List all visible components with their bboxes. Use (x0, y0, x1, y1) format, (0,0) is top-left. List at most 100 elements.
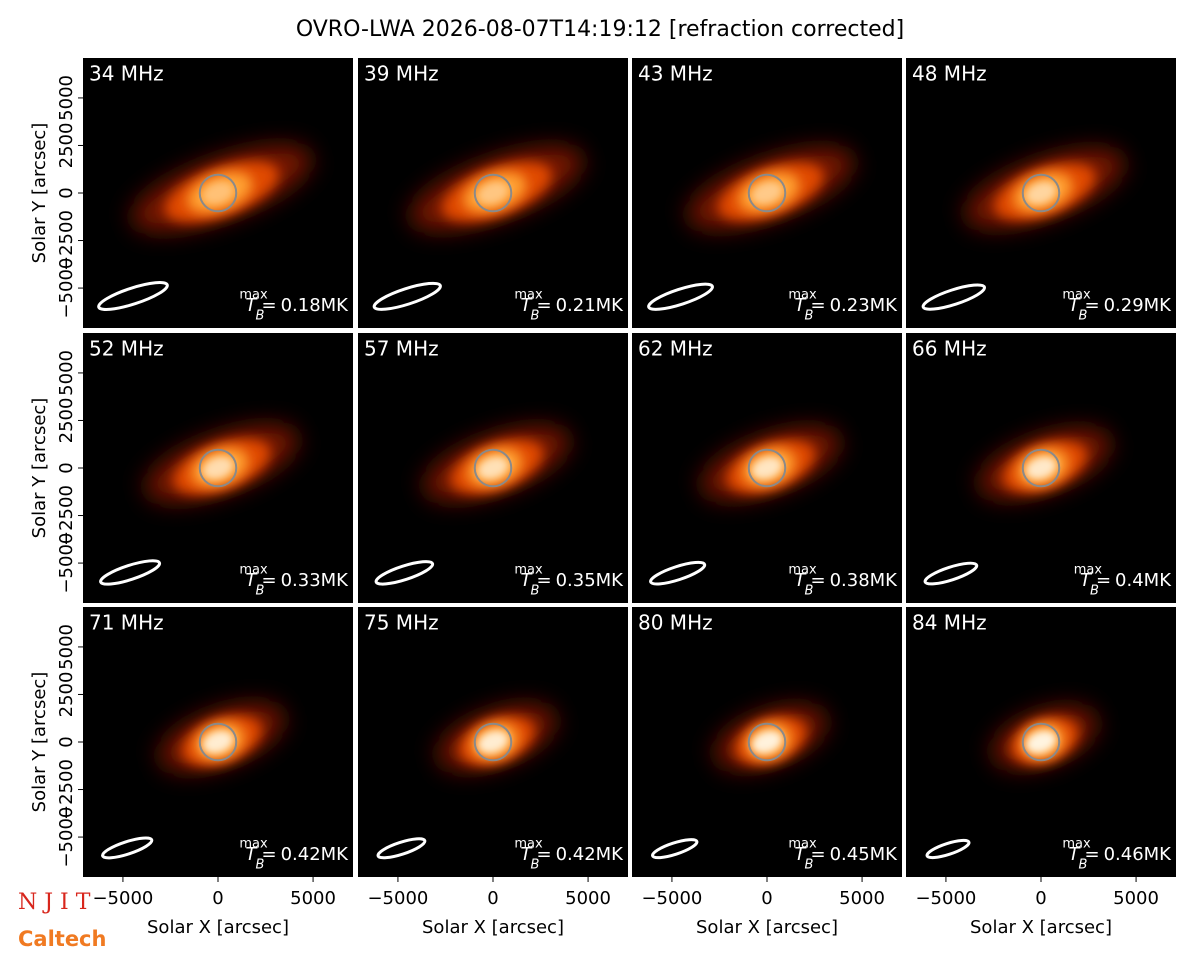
tmax-sub: B (530, 584, 539, 599)
tmax-symbol: T (245, 295, 258, 316)
tmax-label: = 0.18MK (261, 295, 349, 316)
tmax-sub: B (1078, 858, 1087, 873)
tmax-value: 0.21MK (556, 295, 625, 316)
tmax-sub: B (255, 584, 264, 599)
x-tick-label: 0 (487, 888, 498, 909)
panel (358, 333, 628, 603)
beam (649, 560, 707, 586)
tmax-symbol: T (245, 844, 258, 865)
frequency-label: 80 MHz (638, 611, 713, 635)
y-tick-label: 5000 (56, 350, 77, 396)
solar-disk (1021, 448, 1061, 488)
emission-core (477, 456, 509, 480)
x-tick-label: −5000 (367, 888, 428, 909)
figure-title: OVRO-LWA 2026-08-07T14:19:12 [refraction… (296, 17, 904, 42)
y-tick-label: 2500 (56, 123, 77, 169)
emission-core (751, 456, 783, 480)
tmax-eq: = (1096, 570, 1111, 591)
tmax-value: 0.42MK (281, 844, 350, 865)
beam (925, 838, 971, 860)
beam (97, 281, 169, 311)
tmax-symbol: T (520, 295, 533, 316)
tmax-symbol: T (1080, 570, 1093, 591)
x-tick-label: 5000 (290, 888, 336, 909)
tmax-symbol: T (794, 844, 807, 865)
frequency-label: 39 MHz (364, 62, 439, 86)
solar-disk (747, 722, 787, 762)
panel (83, 607, 353, 877)
beam (376, 837, 427, 860)
solar-disk (198, 722, 238, 762)
beam (647, 282, 714, 311)
tmax-value: 0.18MK (281, 295, 350, 316)
frequency-label: 62 MHz (638, 337, 713, 361)
tmax-value: 0.33MK (281, 570, 350, 591)
solar-disk (473, 448, 513, 488)
emission-core (202, 730, 234, 754)
solar-disk (198, 173, 238, 213)
x-tick-label: −5000 (641, 888, 702, 909)
tmax-sup: max (514, 288, 543, 303)
beam (372, 281, 442, 311)
y-tick-label: −5000 (56, 533, 77, 594)
tmax-symbol: T (794, 295, 807, 316)
panel (83, 333, 353, 603)
tmax-eq: = (1084, 844, 1099, 865)
y-tick-label: 5000 (56, 75, 77, 121)
x-tick-label: 0 (1035, 888, 1046, 909)
emission-core (477, 730, 509, 754)
tmax-label: = 0.4MK (1096, 570, 1172, 591)
tmax-value: 0.46MK (1104, 844, 1173, 865)
tmax-label: = 0.29MK (1084, 295, 1172, 316)
tmax-label: = 0.42MK (536, 844, 624, 865)
beam (651, 838, 699, 860)
frequency-label: 48 MHz (912, 62, 987, 86)
logo-njit: N J I T (18, 890, 91, 915)
x-axis-label: Solar X [arcsec] (422, 917, 564, 938)
frequency-label: 75 MHz (364, 611, 439, 635)
tmax-symbol: T (794, 570, 807, 591)
beam (923, 561, 979, 586)
x-tick-label: 0 (761, 888, 772, 909)
emission-core (477, 181, 509, 205)
tmax-eq: = (261, 570, 276, 591)
x-tick-label: 5000 (839, 888, 885, 909)
emission-core (751, 181, 783, 205)
panel (358, 607, 628, 877)
frequency-label: 43 MHz (638, 62, 713, 86)
solar-disk (473, 722, 513, 762)
tmax-value: 0.42MK (556, 844, 625, 865)
tmax-sup: max (239, 288, 268, 303)
frequency-label: 84 MHz (912, 611, 987, 635)
tmax-label: = 0.38MK (810, 570, 898, 591)
tmax-sub: B (255, 309, 264, 324)
x-tick-label: 5000 (1113, 888, 1159, 909)
tmax-value: 0.35MK (556, 570, 625, 591)
emission-core (751, 730, 783, 754)
emission-core (202, 456, 234, 480)
panel (632, 333, 902, 603)
y-tick-label: −5000 (56, 258, 77, 319)
tmax-eq: = (536, 570, 551, 591)
tmax-value: 0.23MK (830, 295, 899, 316)
x-axis-label: Solar X [arcsec] (970, 917, 1112, 938)
frequency-label: 71 MHz (89, 611, 164, 635)
tmax-symbol: T (1068, 295, 1081, 316)
tmax-label: = 0.42MK (261, 844, 349, 865)
logo-caltech: Caltech (18, 927, 106, 951)
emission-core (202, 181, 234, 205)
y-tick-label: 0 (56, 736, 77, 747)
tmax-sup: max (239, 563, 268, 578)
panel (632, 58, 902, 328)
tmax-eq: = (810, 295, 825, 316)
frequency-label: 52 MHz (89, 337, 164, 361)
tmax-sup: max (788, 563, 817, 578)
tmax-sup: max (514, 563, 543, 578)
tmax-value: 0.4MK (1115, 570, 1172, 591)
y-tick-label: −5000 (56, 807, 77, 868)
y-tick-label: 0 (56, 187, 77, 198)
tmax-sub: B (1090, 584, 1099, 599)
beam (921, 283, 987, 311)
tmax-eq: = (810, 844, 825, 865)
frequency-label: 66 MHz (912, 337, 987, 361)
